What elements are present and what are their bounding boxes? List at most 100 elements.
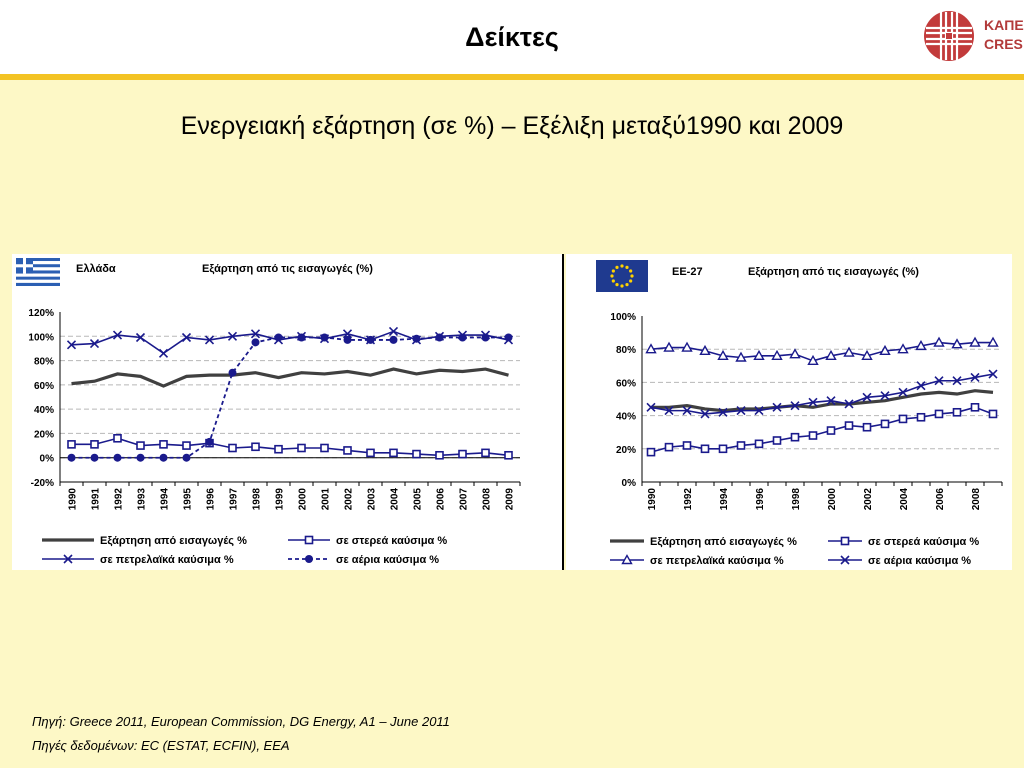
x-tick-label: 1998 <box>252 488 263 511</box>
data-point <box>880 391 890 401</box>
legend-marker <box>840 555 850 565</box>
page-title: Δείκτες <box>465 22 559 52</box>
x-tick-label: 2008 <box>971 488 982 511</box>
legend-marker-stroke-b <box>63 554 73 564</box>
data-point <box>754 439 764 449</box>
data-point-stroke-b <box>790 401 800 411</box>
data-point <box>754 406 764 416</box>
data-point <box>933 336 945 347</box>
legend-marker <box>305 555 313 563</box>
data-point <box>682 441 692 450</box>
data-point <box>663 341 675 352</box>
data-point <box>320 443 329 453</box>
data-point-stroke-b <box>204 335 215 345</box>
data-point <box>682 406 692 416</box>
x-tick-label: 1999 <box>275 488 286 511</box>
data-point-stroke-b <box>388 326 399 336</box>
flag-star <box>629 279 633 283</box>
y-tick-label: 100% <box>28 332 54 343</box>
chart-title: Εξάρτηση από τις εισαγωγές (%) <box>202 263 373 275</box>
flag-stripe <box>16 261 60 265</box>
data-point <box>916 412 926 422</box>
data-point <box>90 453 99 462</box>
data-point <box>844 399 854 409</box>
data-point <box>988 369 998 379</box>
data-point <box>458 449 467 459</box>
x-tick-label: 1996 <box>755 488 766 511</box>
data-point <box>320 333 329 342</box>
data-point-stroke-b <box>880 391 890 401</box>
legend-label: σε στερεά καύσιμα % <box>336 535 447 547</box>
flag-stripe <box>16 267 60 271</box>
logo-text-cres: CRES <box>984 36 1023 52</box>
flag-star <box>620 284 624 288</box>
data-point <box>250 329 261 339</box>
data-point <box>504 450 513 460</box>
flag-star <box>630 274 634 278</box>
data-point <box>67 440 76 449</box>
series-line-3 <box>71 336 509 459</box>
legend-label: Εξάρτηση από εισαγωγές % <box>100 535 247 547</box>
data-point <box>412 334 421 343</box>
data-point <box>735 351 747 362</box>
data-point <box>90 440 99 449</box>
header <box>0 0 1024 74</box>
data-point <box>228 368 237 377</box>
flag-stripe <box>16 282 60 286</box>
data-point <box>952 407 962 417</box>
data-point <box>717 349 729 361</box>
legend-marker <box>621 554 633 565</box>
legend-label: σε πετρελαϊκά καύσιμα % <box>650 555 784 567</box>
source-line-1: Πηγή: Greece 2011, European Commission, … <box>32 714 450 729</box>
data-point <box>297 443 306 453</box>
data-point <box>366 335 375 344</box>
data-point-stroke-b <box>988 369 998 379</box>
data-point <box>366 448 375 458</box>
data-point <box>182 441 191 450</box>
flag-stripe <box>16 264 60 268</box>
data-point <box>970 372 980 382</box>
data-point <box>159 453 168 462</box>
data-point <box>112 330 123 340</box>
y-tick-label: 100% <box>610 312 636 323</box>
data-point-stroke-b <box>158 348 169 358</box>
data-point <box>753 349 765 361</box>
flag-stripe <box>16 276 60 280</box>
legend-label: σε αέρια καύσιμα % <box>868 555 971 567</box>
data-point-stroke-b <box>844 399 854 409</box>
x-tick-label: 1990 <box>68 488 79 511</box>
eu-flag-icon <box>596 260 648 292</box>
data-point-stroke-b <box>112 330 123 340</box>
data-point-stroke-b <box>135 332 146 343</box>
data-point <box>790 401 800 411</box>
data-point <box>67 453 76 462</box>
y-tick-label: 60% <box>34 381 54 392</box>
data-point <box>113 453 122 462</box>
flag-star <box>615 265 619 269</box>
flag-star <box>620 264 624 268</box>
x-tick-label: 2003 <box>367 488 378 511</box>
header-accent-bar <box>0 74 1024 80</box>
data-point <box>388 326 399 336</box>
series-line-3 <box>650 373 994 415</box>
cres-logo: ΚΑΠΕ CRES <box>922 8 1024 64</box>
data-point-stroke-b <box>934 376 944 386</box>
data-point <box>435 333 444 342</box>
legend-label: σε πετρελαϊκά καύσιμα % <box>100 554 234 566</box>
flag-stripe <box>16 258 60 262</box>
x-tick-label: 1996 <box>206 488 217 511</box>
data-point <box>699 344 711 356</box>
data-point-stroke-b <box>646 402 656 412</box>
x-tick-label: 1993 <box>137 488 148 511</box>
x-tick-label: 2000 <box>298 488 309 511</box>
data-point <box>879 344 891 356</box>
data-point-stroke-b <box>89 339 100 349</box>
data-point <box>771 349 783 361</box>
x-tick-label: 2004 <box>390 488 401 511</box>
data-point <box>159 440 168 449</box>
data-point <box>772 402 782 412</box>
data-point <box>826 396 836 406</box>
flag-star <box>611 269 615 273</box>
flag-stripe <box>16 279 60 283</box>
data-point-stroke-b <box>682 406 692 416</box>
